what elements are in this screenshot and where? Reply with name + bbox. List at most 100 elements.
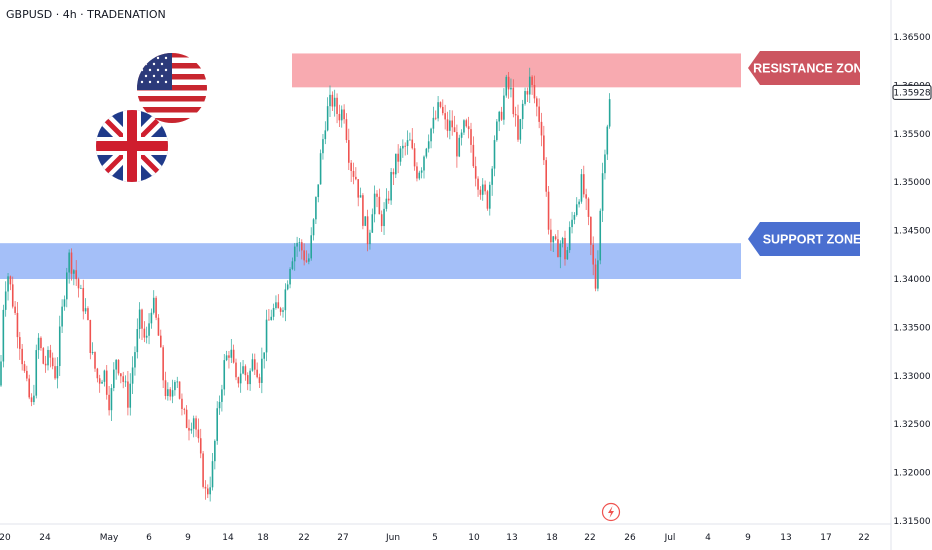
candle-body [268,319,270,321]
candle-body [94,352,96,369]
candle-body [127,381,129,408]
candle-body [326,106,329,131]
candle-body [141,309,143,329]
candle-body [44,363,47,366]
candle-body [312,219,315,236]
time-tick-label: 5 [432,533,438,543]
candle-body [291,261,294,269]
candle-body [383,208,385,227]
candle-body [531,76,533,85]
candle-body [284,289,287,311]
candle-body [446,119,449,131]
time-tick-label: 10 [468,533,480,543]
candle-body [63,299,66,307]
candle-body [484,184,486,192]
candle-body [28,378,30,398]
candle-body [4,291,7,310]
time-tick-label: 14 [222,533,234,543]
candle-body [23,364,26,371]
candle-body [131,367,134,384]
candle-body [528,76,531,95]
candle-body [272,307,275,317]
candle-body [87,308,89,320]
candle-body [254,359,256,370]
candle-body [232,349,235,363]
price-tick-label: 1.34500 [893,227,930,237]
candle-body [519,119,522,140]
candle-body [331,94,334,107]
symbol-title[interactable]: GBPUSD · 4h · TRADENATION [6,8,166,21]
candle-body [244,366,247,376]
candle-body [604,154,606,174]
candle-body [418,172,421,179]
lightning-icon[interactable] [601,502,621,522]
candle-body [561,237,564,244]
time-tick-label: 13 [506,533,517,543]
candle-body [376,193,378,197]
candle-body [7,276,9,292]
candle-body [256,369,258,378]
last-price-badge: 1.35928 [892,84,932,100]
candle-body [277,302,280,309]
candle-body [216,408,218,441]
candle-body [406,140,409,147]
time-tick-label: 24 [39,533,51,543]
candle-body [444,113,446,120]
candle-body [211,461,214,488]
candle-body [521,103,524,120]
candle-body [58,326,61,367]
candle-body [49,349,52,358]
candle-body [105,370,108,395]
candle-body [26,370,28,379]
candle-body [221,389,223,402]
candle-body [409,139,411,141]
candle-body [599,210,602,261]
candle-body [310,235,312,259]
time-tick-label: 9 [745,533,751,543]
candle-body [298,242,301,243]
time-tick-label: 17 [820,533,831,543]
time-tick-label: 18 [257,533,269,543]
time-tick-label: 22 [298,533,309,543]
candle-body [89,319,92,354]
candle-body [573,214,576,220]
candle-body [568,227,571,251]
candle-body [162,347,164,381]
candle-body [218,401,221,409]
candle-body [442,106,444,114]
candle-body [124,381,127,383]
candle-body [249,370,251,385]
candle-body [75,270,77,280]
candle-body [11,284,14,307]
support-zone[interactable] [0,243,741,279]
candle-body [204,486,207,489]
candle-body [237,377,240,384]
candle-body [80,287,82,289]
resistance-zone[interactable] [292,53,741,88]
time-tick-label: 4 [705,533,711,543]
candle-body [533,84,536,99]
candle-body [583,174,585,195]
candle-body [385,198,388,209]
price-axis-ticks: 1.365001.360001.355001.350001.345001.340… [893,33,930,527]
candle-body [545,160,547,192]
time-tick-label: 22 [584,533,595,543]
price-tick-label: 1.32500 [893,420,930,430]
candle-body [538,106,540,122]
candle-body [108,394,110,411]
candle-body [181,398,183,409]
candle-body [402,145,404,149]
candle-body [0,361,2,386]
candle-body [56,366,59,379]
candle-body [30,397,33,403]
resistance-zone-label: RESISTANCE ZONE [753,62,871,76]
candle-body [115,359,117,370]
candle-body [37,337,40,351]
candle-body [514,114,517,116]
candle-body [185,409,188,428]
candle-body [416,166,418,179]
candle-body [14,306,16,313]
candle-body [129,383,132,408]
candle-body [571,219,573,228]
